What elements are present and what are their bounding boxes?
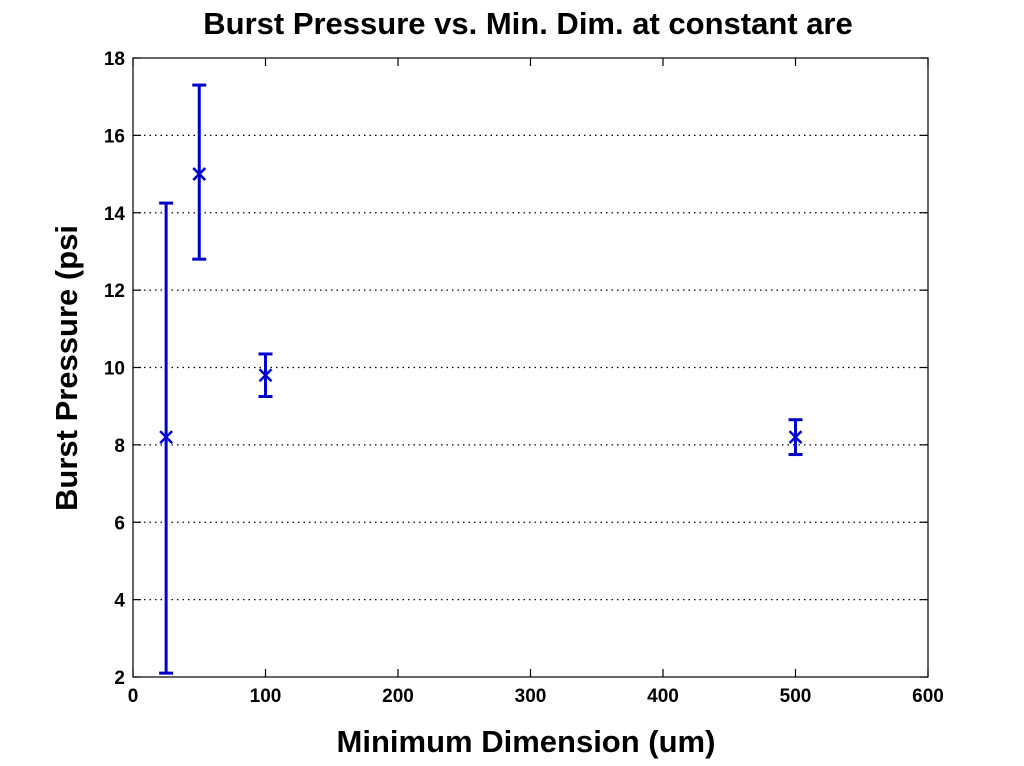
x-tick-label: 0 bbox=[128, 686, 139, 707]
y-tick-label: 8 bbox=[114, 436, 125, 457]
data-point-marker bbox=[192, 167, 207, 181]
data-point-marker bbox=[159, 430, 174, 445]
y-tick-label: 2 bbox=[114, 668, 125, 689]
y-tick-label: 4 bbox=[114, 591, 125, 612]
data-series bbox=[159, 83, 803, 675]
y-tick-label: 16 bbox=[104, 126, 125, 147]
y-tick-label: 12 bbox=[104, 281, 125, 302]
y-axis-label: Burst Pressure (psi bbox=[49, 225, 84, 511]
x-tick-label: 200 bbox=[382, 686, 414, 707]
x-tick-label: 400 bbox=[647, 686, 679, 707]
x-tick-label: 300 bbox=[515, 686, 547, 707]
data-point-marker bbox=[788, 430, 803, 445]
x-tick-label: 100 bbox=[250, 686, 282, 707]
y-tick-label: 14 bbox=[104, 204, 126, 225]
y-tick-label: 18 bbox=[104, 49, 125, 70]
data-point-marker bbox=[258, 368, 273, 383]
y-tick-label: 6 bbox=[114, 513, 125, 534]
x-axis-label: Minimum Dimension (um) bbox=[337, 724, 716, 759]
chart-title: Burst Pressure vs. Min. Dim. at constant… bbox=[203, 6, 853, 41]
axis-ticks: 2 4 6 8 10 12 14 16 18 0 100 200 300 400 500 600 bbox=[104, 49, 944, 707]
x-tick-label: 600 bbox=[912, 686, 944, 707]
x-tick-label: 500 bbox=[780, 686, 812, 707]
y-tick-label: 10 bbox=[104, 359, 125, 380]
grid-lines bbox=[133, 134, 928, 601]
